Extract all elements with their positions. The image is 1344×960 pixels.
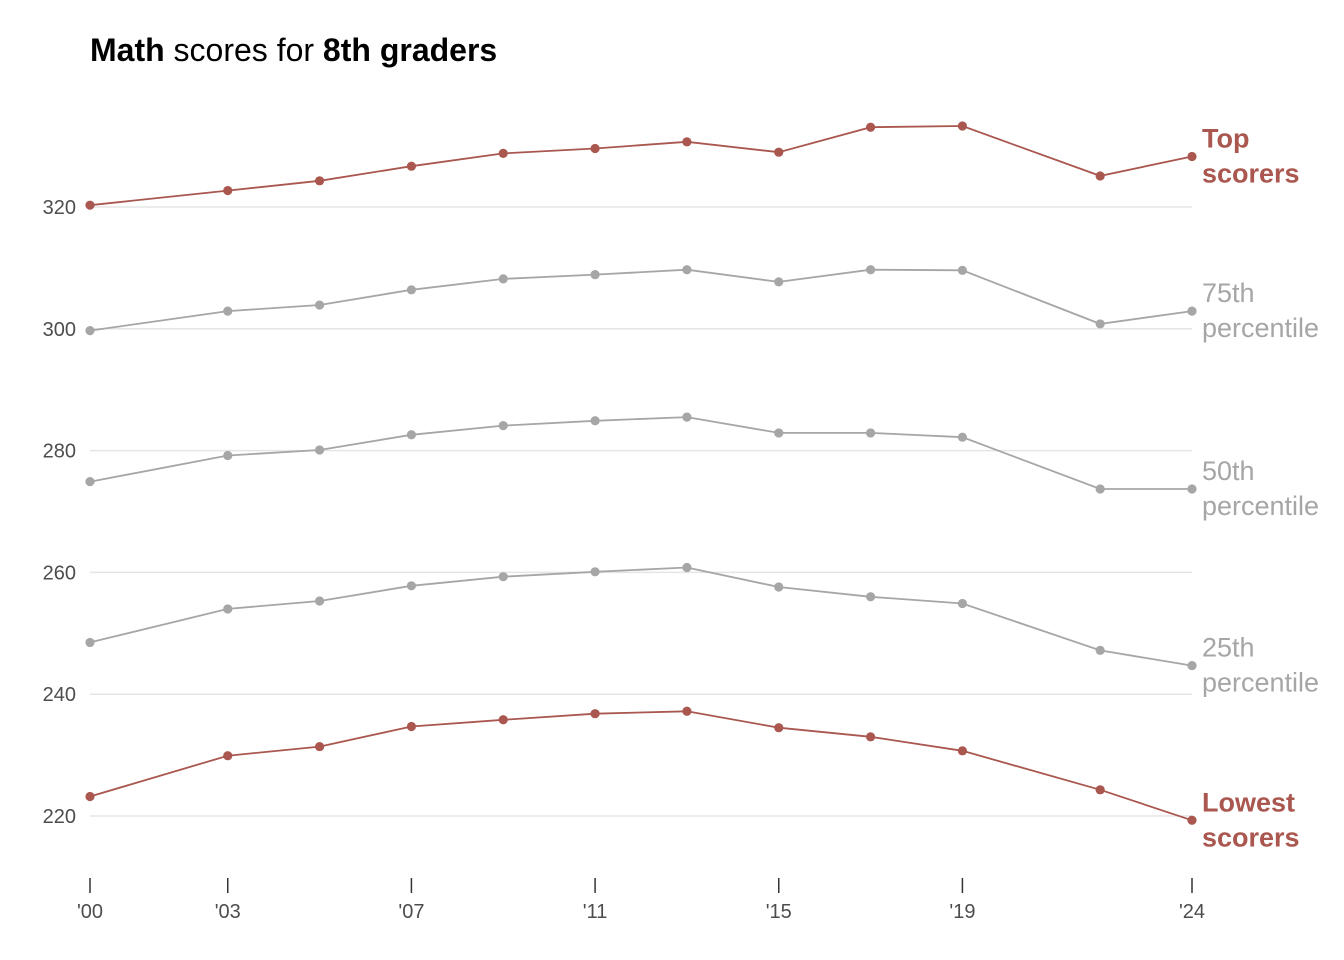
series-label-top-scorers: Top scorers (1202, 123, 1300, 188)
data-point-top-scorers (85, 200, 95, 210)
data-point-25th-percentile (406, 581, 417, 591)
y-tick-label: 240 (43, 684, 76, 706)
data-point-lowest-scorers (406, 721, 417, 732)
data-point-75th-percentile (590, 269, 600, 280)
x-tick-label: '19 (949, 901, 975, 923)
data-point-50th-percentile (85, 477, 95, 487)
data-point-25th-percentile (1095, 645, 1105, 655)
series-line-50th-percentile (89, 416, 1192, 490)
data-point-25th-percentile (85, 637, 95, 648)
data-point-75th-percentile (1187, 306, 1197, 316)
data-point-75th-percentile (498, 274, 508, 284)
data-point-75th-percentile (682, 265, 692, 275)
series-label-25th-percentile: 25th percentile (1202, 633, 1319, 698)
series-line-top-scorers (89, 125, 1193, 207)
title-middle: scores for (164, 32, 323, 68)
y-tick-label: 300 (43, 319, 76, 341)
series-label-lowest-scorers: Lowest scorers (1202, 787, 1300, 852)
y-tick-label: 260 (43, 562, 76, 584)
y-tick-label: 280 (43, 441, 76, 463)
data-point-75th-percentile (1095, 319, 1105, 329)
data-point-50th-percentile (314, 445, 325, 455)
data-point-25th-percentile (774, 582, 784, 592)
data-point-75th-percentile (314, 300, 325, 310)
data-point-25th-percentile (223, 604, 233, 614)
data-point-lowest-scorers (314, 741, 325, 752)
data-point-25th-percentile (590, 567, 600, 577)
x-tick-label: '11 (583, 901, 608, 923)
series-points (85, 121, 1197, 825)
data-point-50th-percentile (223, 450, 233, 461)
data-point-top-scorers (590, 143, 600, 154)
title-math: Math (90, 32, 165, 68)
data-point-75th-percentile (957, 265, 968, 275)
data-point-75th-percentile (406, 285, 417, 295)
data-point-50th-percentile (498, 421, 508, 431)
y-tick-label: 220 (43, 806, 76, 828)
data-point-50th-percentile (865, 428, 876, 438)
data-point-50th-percentile (957, 432, 968, 442)
series-line-lowest-scorers (89, 710, 1193, 822)
data-point-top-scorers (314, 176, 325, 186)
axes: 220 240 260 280 300 320 '00 '03 '07 '11 '15 '19 '24 (43, 197, 1205, 923)
x-tick-label: '24 (1179, 901, 1205, 923)
data-point-top-scorers (682, 137, 692, 147)
data-point-top-scorers (774, 147, 784, 157)
data-point-lowest-scorers (1187, 815, 1197, 825)
data-point-50th-percentile (682, 412, 692, 422)
grid-layer (90, 206, 1192, 817)
data-point-50th-percentile (1095, 484, 1105, 494)
data-point-lowest-scorers (682, 706, 692, 716)
x-tick-label: '00 (77, 901, 103, 923)
data-point-75th-percentile (774, 277, 784, 287)
x-tick-label: '15 (766, 901, 792, 923)
data-point-lowest-scorers (957, 746, 968, 756)
x-tick-label: '07 (398, 901, 424, 923)
data-point-top-scorers (865, 122, 876, 132)
data-point-lowest-scorers (223, 751, 233, 761)
series-line-25th-percentile (89, 566, 1193, 667)
y-tick-label: 320 (43, 197, 76, 219)
data-point-50th-percentile (406, 430, 417, 440)
series-label-50th-percentile: 50th percentile (1202, 456, 1319, 521)
data-point-lowest-scorers (774, 723, 784, 733)
data-point-25th-percentile (957, 598, 968, 609)
series-labels: 75th percentile 50th percentile 25th percenti… (1202, 123, 1319, 852)
data-point-top-scorers (498, 148, 508, 159)
data-point-25th-percentile (1187, 660, 1197, 671)
series-line-75th-percentile (89, 268, 1193, 332)
data-point-50th-percentile (774, 428, 784, 438)
x-tick-label: '03 (215, 901, 241, 923)
data-point-lowest-scorers (1095, 785, 1105, 795)
series-lines (89, 125, 1193, 822)
data-point-lowest-scorers (590, 709, 600, 719)
data-point-25th-percentile (865, 592, 876, 602)
data-point-lowest-scorers (865, 732, 876, 742)
data-point-75th-percentile (85, 326, 95, 336)
data-point-75th-percentile (223, 306, 233, 316)
chart-title: Math scores for 8th graders (90, 32, 497, 69)
data-point-lowest-scorers (498, 715, 508, 725)
data-point-top-scorers (1095, 171, 1105, 181)
title-grade: 8th graders (322, 32, 498, 68)
data-point-50th-percentile (590, 416, 600, 426)
data-point-25th-percentile (314, 596, 325, 606)
data-point-top-scorers (406, 161, 417, 171)
data-point-lowest-scorers (85, 791, 95, 802)
data-point-top-scorers (223, 185, 233, 196)
data-point-top-scorers (957, 121, 968, 131)
data-point-25th-percentile (682, 562, 692, 573)
series-label-75th-percentile: 75th percentile (1202, 278, 1319, 343)
data-point-top-scorers (1187, 151, 1197, 162)
data-point-25th-percentile (498, 572, 508, 582)
data-point-50th-percentile (1187, 484, 1197, 494)
data-point-75th-percentile (865, 265, 876, 275)
